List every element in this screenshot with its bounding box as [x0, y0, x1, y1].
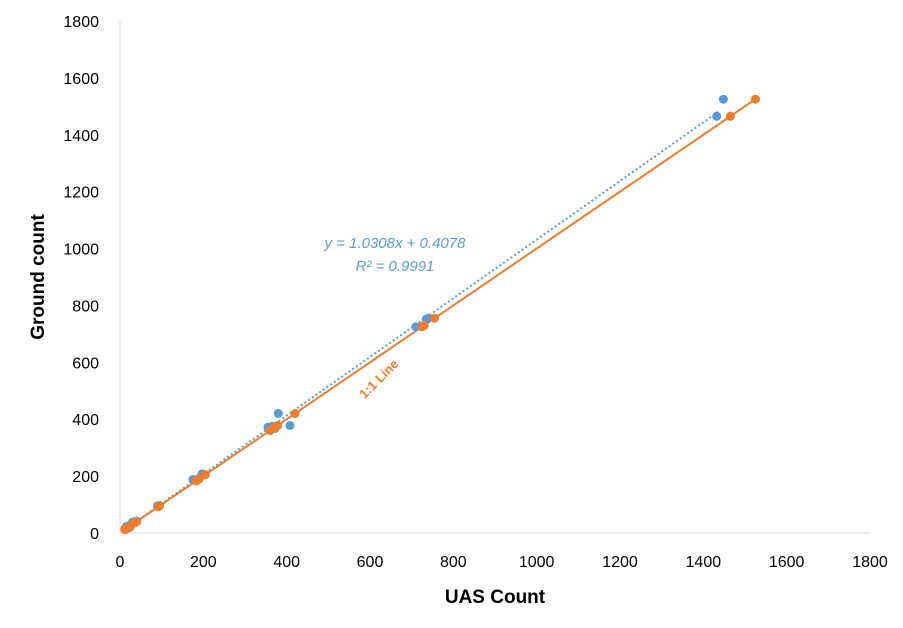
identity-point [132, 517, 142, 527]
axes: 0 200 400 600 800 1000 1200 1400 1600 1800 0 200 400… [63, 14, 887, 571]
y-tick-label: 200 [72, 469, 99, 486]
x-tick-label: 1000 [519, 554, 555, 571]
identity-point [419, 320, 429, 330]
identity-line-label: 1:1 Line [356, 356, 401, 401]
y-tick-label: 800 [72, 298, 99, 315]
y-tick-label: 1400 [63, 128, 99, 145]
observed-point [411, 322, 421, 332]
y-tick-label: 1800 [63, 14, 99, 31]
x-tick-label: 800 [440, 554, 467, 571]
x-tick-label: 600 [357, 554, 384, 571]
identity-point [430, 313, 440, 323]
identity-point [290, 409, 300, 419]
identity-point [155, 501, 165, 511]
identity-point [200, 470, 210, 480]
annotations: y = 1.0308x + 0.4078 R² = 0.9991 1:1 Lin… [28, 214, 546, 608]
y-tick-label: 1600 [63, 71, 99, 88]
observed-point [423, 313, 433, 323]
x-tick-label: 0 [116, 554, 125, 571]
trendline-r-squared: R² = 0.9991 [356, 258, 435, 275]
x-tick-label: 1600 [769, 554, 805, 571]
data-points [120, 94, 760, 535]
x-tick-label: 200 [190, 554, 217, 571]
trendline-equation: y = 1.0308x + 0.4078 [324, 235, 467, 252]
y-tick-label: 600 [72, 355, 99, 372]
identity-point [273, 420, 282, 430]
identity-point [725, 111, 735, 121]
x-tick-label: 400 [273, 554, 300, 571]
x-axis-title: UAS Count [445, 587, 546, 608]
x-tick-label: 1200 [602, 554, 638, 571]
x-tick-label: 1800 [852, 554, 888, 571]
observed-point [285, 420, 295, 430]
identity-point [750, 94, 760, 104]
observed-point [712, 111, 722, 121]
observed-point [273, 409, 283, 419]
observed-point [718, 94, 728, 104]
y-tick-label: 1200 [63, 185, 99, 202]
fit-lines [123, 98, 756, 531]
y-axis-title: Ground count [28, 214, 49, 340]
y-tick-label: 0 [90, 526, 99, 543]
identity-line [123, 98, 756, 531]
y-tick-label: 1000 [63, 242, 99, 259]
x-tick-label: 1400 [686, 554, 722, 571]
y-tick-label: 400 [72, 412, 99, 429]
